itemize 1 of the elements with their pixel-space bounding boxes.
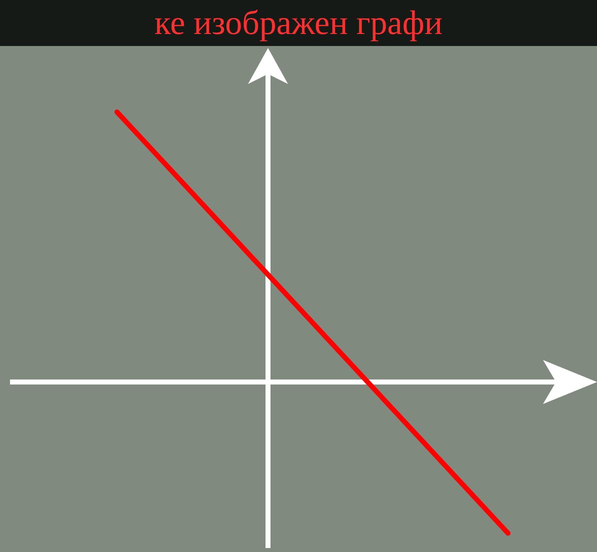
chart-title: ке изображен графи xyxy=(154,5,443,42)
